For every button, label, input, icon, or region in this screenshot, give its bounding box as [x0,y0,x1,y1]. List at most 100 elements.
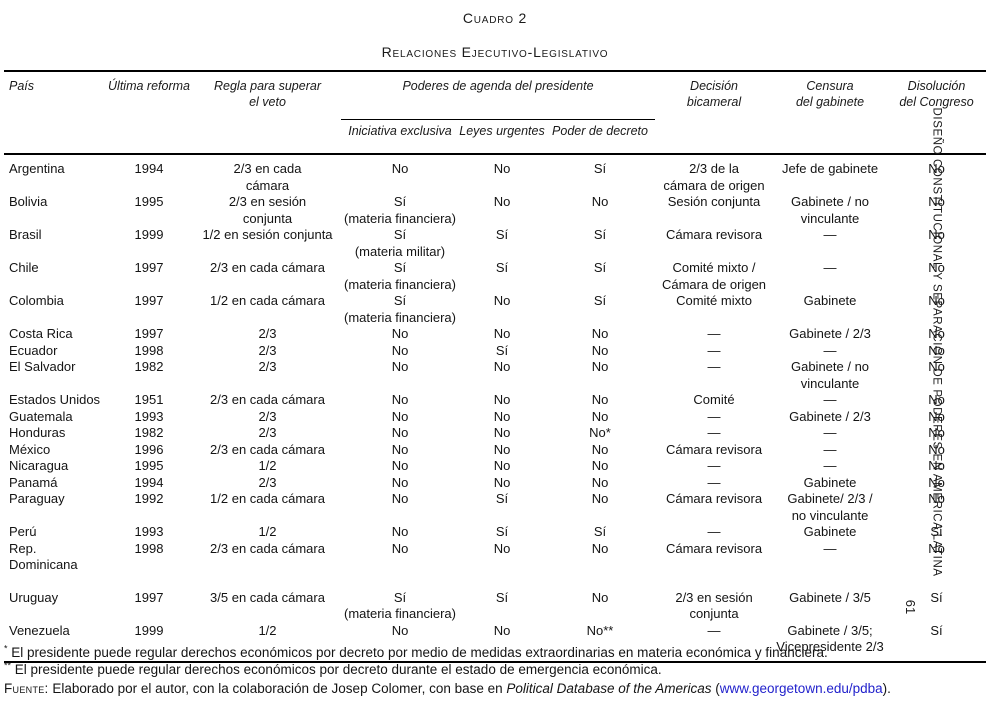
table-cell: — [707,425,721,440]
table-cell: 2/3 [258,474,277,490]
table-cell: No [391,458,409,473]
table-cell: No [928,293,945,308]
table-cell: No [928,326,945,341]
country-cell: Venezuela [4,622,104,663]
table-cell: No [341,622,459,663]
table-cell: 2/3 en cada cámara [210,540,325,556]
footnote-single-asterisk: * El presidente puede regular derechos e… [4,644,990,661]
table-subtitle: Relaciones Ejecutivo-Legislativo [381,44,609,60]
table-cell: Sí [930,524,943,539]
table-cell: No* [589,425,611,440]
table-cell: No [591,474,609,490]
table-cell: 1951 [134,392,164,407]
table-cell: Gabinete / 2/3 [789,326,871,341]
country-cell: Nicaragua [9,458,69,473]
source-work-title: Political Database of the Americas [506,681,712,696]
table-cell: Sí (materia financiera) [344,293,456,325]
table-cell: No [928,194,945,209]
table-cell: 2/3 [258,326,277,341]
table-cell: No [928,392,945,407]
table-cell: No [391,359,409,374]
table-cell: No [591,540,609,556]
table-row: Colombia 1997 1/2 en cada cámara Sí (materi… [4,293,986,326]
table-cell: Sí [495,227,509,242]
table-cell: 2/3 de la cámara de origen [663,161,765,193]
table-cell: No [591,491,609,506]
country-cell: Uruguay [9,589,59,605]
table-cell: 2/3 en cada cámara [210,260,325,275]
table-cell: No [591,359,609,374]
col-header-leyes-urgentes: Leyes urgentes [459,123,545,138]
source-link[interactable]: www.georgetown.edu/pdba [719,681,883,696]
table-cell: Gabinete [803,524,857,539]
table-cell: — [823,260,837,275]
table-row: Bolivia 1995 2/3 en sesión conjunta Sí (mat… [4,194,986,227]
col-header-iniciativa-exclusiva: Iniciativa exclusiva [348,123,452,138]
table-cell: — [707,524,721,539]
table-cell: Gabinete / 2/3 [789,408,871,424]
footnote-marker: * [4,643,8,654]
table-cell: No [928,458,945,473]
table-cell: Sí [495,260,509,275]
table-cell: Comité [693,392,735,407]
table-cell: Gabinete / no vinculante [790,194,870,226]
table-cell: No [391,408,409,424]
table-cell: 2/3 [258,342,277,358]
country-cell: Brasil [9,227,42,242]
running-header-vertical: DISEÑO CONSTITUCIONAL Y SEPARACIÓN DE PO… [930,107,943,577]
table-cell: — [707,342,721,358]
table-cell: No [391,540,409,556]
table-cell: No [493,359,511,374]
table-cell: — [707,408,721,424]
table-row: México 1996 2/3 en cada cámara No No No Cámara… [4,442,986,459]
table-cell: Cámara revisora [665,540,763,556]
col-group-header-poderes-agenda: Poderes de agenda del presidente [341,71,656,120]
table-cell: — [707,359,721,374]
table-cell: No [591,326,609,341]
table-cell: 1997 [134,293,164,308]
table-cell: Cámara revisora [665,491,763,506]
table-row: Venezuela 1999 1/2 No No No** — Gabinete / 3/5;… [4,622,987,663]
table-cell: Cámara revisora [665,227,763,242]
table-cell: 1/2 en sesión conjunta [202,227,333,242]
source-label: Fuente: [4,681,49,696]
table-row: Chile 1997 2/3 en cada cámara Sí (materia f… [4,260,986,293]
table-cell: 1995 [134,458,164,473]
table-header: País Última reforma Regla para superar e… [4,71,987,154]
table-cell: 1997 [134,589,164,605]
table-cell: 2/3 en cada cámara [210,392,325,407]
table-cell: No [591,408,609,424]
table-cell: 1999 [104,622,194,663]
table-cell: No [493,540,511,556]
country-cell: Paraguay [9,491,65,506]
table-cell: — [823,342,837,358]
footnote-text: El presidente puede regular derechos eco… [11,662,662,677]
table-cell: No [928,359,945,374]
table-cell: Sí (materia financiera) [344,260,456,292]
table-cell: Sí (materia militar) [354,227,446,259]
table-cell: 1994 [134,161,164,176]
source-text: Elaborado por el autor, con la colaborac… [48,681,507,696]
table-cell: No [391,524,409,539]
table-cell: No [493,392,511,407]
table-cell: — [707,326,721,341]
source-paren-close: ). [882,681,891,696]
table-cell: 2/3 [258,425,277,440]
col-header-poder-decreto: Poder de decreto [552,123,648,138]
table-cell: — [823,458,837,473]
table-cell: Comité mixto / Cámara de origen [661,260,767,292]
table-cell: 2/3 [258,408,277,424]
table-cell: 1993 [134,408,164,424]
table-row: Brasil 1999 1/2 en sesión conjunta Sí (mate… [4,227,986,260]
table-cell: Sesión conjunta [667,194,761,209]
country-cell: Guatemala [9,408,73,424]
footnote-double-asterisk: ** El presidente puede regular derechos … [4,661,990,678]
table-cell: 1982 [134,425,164,440]
table-row: Honduras 1982 2/3 No No No* — — No [4,425,986,442]
table-cell: 1996 [134,441,164,457]
table-cell: — [823,540,837,556]
table-cell: No [928,408,945,424]
col-header-regla-veto: Regla para superar el veto [213,79,321,109]
table-cell: — [823,227,837,242]
